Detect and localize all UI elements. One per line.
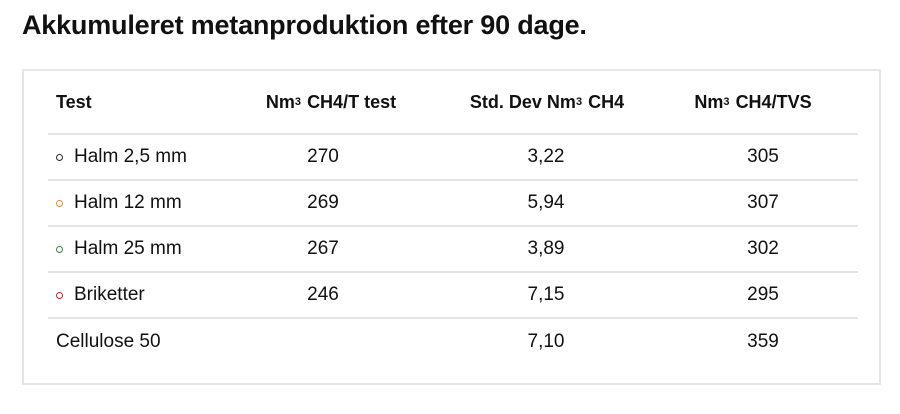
table-row: Halm 12 mm 269 5,94 307	[48, 181, 858, 227]
bullet-icon	[56, 291, 63, 299]
row-test-cell: Halm 2,5 mm	[56, 135, 187, 179]
table-row: Briketter 246 7,15 295	[48, 273, 858, 319]
row-nm3-per-ton: 269	[307, 192, 339, 213]
table-row: Halm 25 mm 267 3,89 302	[48, 227, 858, 273]
row-std-dev: 3,22	[527, 146, 565, 167]
methane-table: Test Nm 3 CH4/T test Std. Dev Nm 3 CH4 Nm 3…	[48, 71, 858, 365]
table-row: Halm 2,5 mm 270 3,22 305	[48, 135, 858, 181]
row-test-label: Halm 12 mm	[74, 192, 182, 213]
header-std-dev-suffix: CH4	[588, 91, 625, 112]
row-nm3-per-tvs: 302	[747, 238, 779, 259]
row-std-dev: 7,15	[527, 284, 565, 305]
row-nm3-per-tvs: 359	[747, 331, 779, 352]
row-nm3-per-tvs: 305	[747, 146, 779, 167]
header-test: Test	[56, 91, 92, 112]
header-nm3-per-tvs-prefix: Nm	[694, 91, 724, 112]
data-table-card: Test Nm 3 CH4/T test Std. Dev Nm 3 CH4 Nm 3…	[22, 69, 881, 385]
row-nm3-per-ton: 270	[307, 146, 339, 167]
header-nm3-per-tvs: Nm 3 CH4/TVS	[694, 91, 812, 112]
header-nm3-per-tvs-suffix: CH4/TVS	[735, 91, 812, 112]
table-row: Cellulose 50 7,10 359	[48, 319, 858, 365]
row-test-cell: Briketter	[56, 273, 145, 317]
row-test-cell: Halm 25 mm	[56, 227, 182, 271]
header-nm3-per-ton-suffix: CH4/T test	[307, 91, 397, 112]
bullet-icon	[56, 199, 63, 207]
bullet-icon	[56, 153, 63, 161]
row-std-dev: 7,10	[527, 331, 565, 352]
row-nm3-per-ton: 246	[307, 284, 339, 305]
row-nm3-per-tvs: 295	[747, 284, 779, 305]
header-std-dev-prefix: Std. Dev Nm	[469, 91, 576, 112]
row-nm3-per-ton: 267	[307, 238, 339, 259]
row-std-dev: 3,89	[527, 238, 565, 259]
table-header-row: Test Nm 3 CH4/T test Std. Dev Nm 3 CH4 Nm 3…	[48, 71, 858, 135]
bullet-icon	[56, 245, 63, 253]
row-test-label: Halm 2,5 mm	[74, 146, 187, 167]
row-test-cell: Halm 12 mm	[56, 181, 182, 225]
row-std-dev: 5,94	[527, 192, 565, 213]
page-title: Akkumuleret metanproduktion efter 90 dag…	[22, 10, 587, 40]
header-std-dev: Std. Dev Nm 3 CH4	[469, 91, 625, 112]
row-nm3-per-tvs: 307	[747, 192, 779, 213]
row-test-label: Cellulose 50	[56, 331, 161, 352]
header-nm3-per-ton: Nm 3 CH4/T test	[265, 91, 397, 112]
row-test-label: Halm 25 mm	[74, 238, 182, 259]
row-test-label: Briketter	[74, 284, 145, 305]
row-nm3-per-ton	[233, 319, 413, 365]
header-nm3-per-ton-prefix: Nm	[265, 91, 295, 112]
